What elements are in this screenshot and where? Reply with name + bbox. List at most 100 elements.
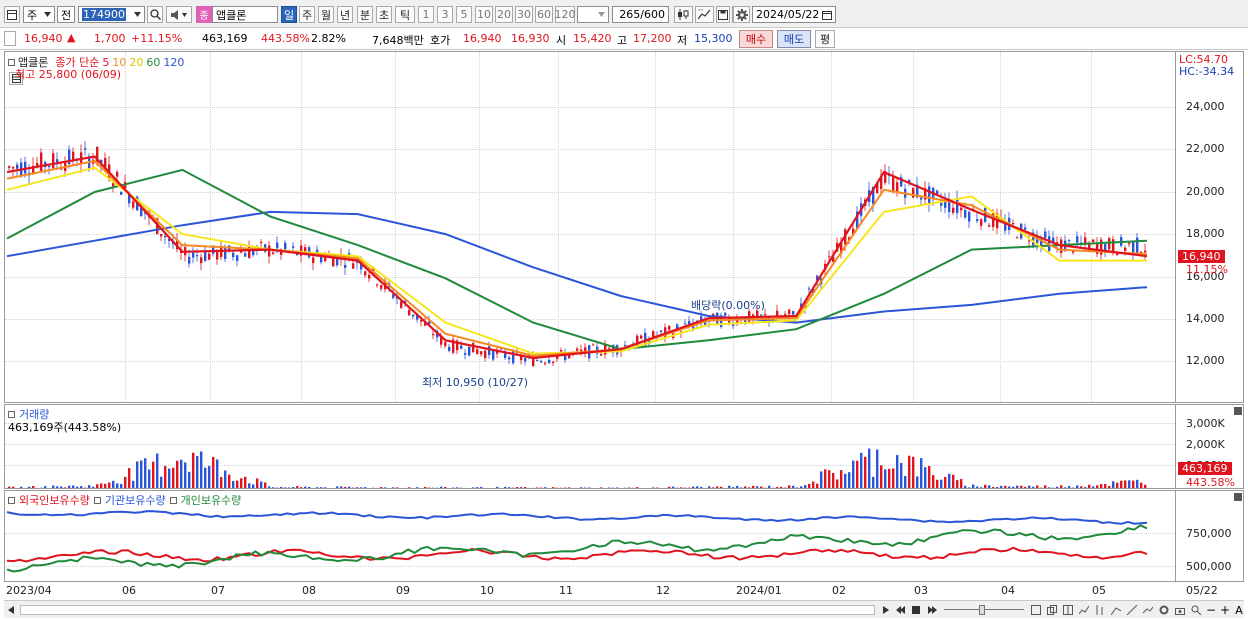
period-unit-value: 주 xyxy=(27,8,38,22)
candle-body xyxy=(140,204,143,217)
volume-bar xyxy=(668,486,671,488)
interval-5-button[interactable]: 5 xyxy=(456,6,472,23)
evaluation-button[interactable]: 평 xyxy=(815,30,835,48)
interval-60-button[interactable]: 60 xyxy=(535,6,553,23)
volume-bar xyxy=(56,486,59,488)
period-month-button[interactable]: 월 xyxy=(318,6,334,23)
sell-button[interactable]: 매도 xyxy=(777,30,811,48)
rewind-icon[interactable] xyxy=(894,604,906,616)
volume-pane[interactable]: 거래량 463,169주(443.58%) xyxy=(4,404,1176,489)
settings-icon[interactable] xyxy=(1158,604,1170,616)
trendline-icon[interactable] xyxy=(695,6,714,23)
interval-120-button[interactable]: 120 xyxy=(554,6,576,23)
compare-icon[interactable] xyxy=(1142,604,1154,616)
volume-bar xyxy=(200,451,203,488)
volume-bar xyxy=(296,486,299,488)
volume-bar xyxy=(76,486,79,488)
settings-gear-icon[interactable] xyxy=(733,6,750,23)
period-second-button[interactable]: 초 xyxy=(376,6,392,23)
candle-body xyxy=(808,288,811,290)
interval-10-button[interactable]: 10 xyxy=(475,6,493,23)
period-day-button[interactable]: 일 xyxy=(281,6,297,23)
volume-bar xyxy=(1040,487,1043,488)
date-picker[interactable]: 2024/05/22 xyxy=(752,6,836,23)
buy-button[interactable]: 매수 xyxy=(739,30,773,48)
fast-forward-icon[interactable] xyxy=(926,604,938,616)
zoom-in-icon[interactable]: + xyxy=(1219,603,1231,617)
quote-bar-handle[interactable] xyxy=(4,31,16,46)
interval-3-button[interactable]: 3 xyxy=(437,6,453,23)
candle-body xyxy=(800,303,803,308)
volume-bar xyxy=(264,482,267,488)
volume-bar xyxy=(528,487,531,488)
interval-30-button[interactable]: 30 xyxy=(515,6,533,23)
stock-code-input[interactable]: 174900 xyxy=(78,6,145,23)
volume-bar xyxy=(152,461,155,488)
volume-current: 463,169주(443.58%) xyxy=(8,421,122,434)
volume-bar xyxy=(332,488,334,489)
period-year-button[interactable]: 년 xyxy=(337,6,353,23)
volume-bar xyxy=(1076,485,1079,488)
chart-scrollbar[interactable]: − + A xyxy=(4,600,1244,618)
grid-view-icon[interactable] xyxy=(1062,604,1074,616)
volume-bar xyxy=(380,487,383,488)
speaker-icon[interactable] xyxy=(166,6,192,23)
y-tick: 16,000 xyxy=(1186,270,1225,283)
volume-bar xyxy=(1028,485,1031,488)
volume-bar xyxy=(940,479,943,488)
scroll-left-icon[interactable] xyxy=(6,604,16,616)
camera-icon[interactable] xyxy=(1174,604,1186,616)
chevron-down-icon xyxy=(134,12,141,17)
candle-body xyxy=(352,263,355,269)
price-chart-pane[interactable]: 앱클론 종가 단순 5 10 20 60 120 최고 25,800 (06/0… xyxy=(4,51,1176,403)
interval-1-button[interactable]: 1 xyxy=(418,6,434,23)
candle-icon[interactable] xyxy=(674,6,693,23)
search-icon[interactable] xyxy=(1190,604,1202,616)
candle-body xyxy=(380,285,383,289)
candle-body xyxy=(692,323,695,330)
period-minute-button[interactable]: 분 xyxy=(357,6,373,23)
indicator-icon[interactable] xyxy=(1094,604,1106,616)
grid-icon[interactable] xyxy=(9,72,23,85)
candle-body xyxy=(940,200,943,206)
volume-bar xyxy=(988,485,991,488)
zoom-slider-thumb[interactable] xyxy=(979,605,985,615)
period-unit-select[interactable]: 주 xyxy=(23,6,55,23)
x-tick: 09 xyxy=(396,584,410,597)
copy-icon[interactable] xyxy=(1046,604,1058,616)
candle-body xyxy=(1092,239,1095,242)
stock-name-field[interactable]: 앱클론 xyxy=(212,6,278,23)
auto-scale-icon[interactable]: A xyxy=(1235,603,1243,617)
candle-body xyxy=(660,330,663,332)
period-tick-button[interactable]: 틱 xyxy=(395,6,415,23)
candle-body xyxy=(176,239,179,250)
stop-icon[interactable] xyxy=(910,604,922,616)
candle-body xyxy=(852,228,855,236)
period-week-button[interactable]: 주 xyxy=(299,6,315,23)
pane-close-icon[interactable] xyxy=(1234,493,1242,501)
scroll-right-icon[interactable] xyxy=(880,604,892,616)
interval-20-button[interactable]: 20 xyxy=(495,6,513,23)
volume-bar xyxy=(1060,485,1063,488)
zoom-out-icon[interactable]: − xyxy=(1205,603,1217,617)
chart-type-icon[interactable] xyxy=(1078,604,1090,616)
candle-body xyxy=(724,312,727,316)
holdings-pane[interactable]: 외국인보유수량 기관보유수량 개인보유수량 xyxy=(4,490,1176,582)
pane-close-icon[interactable] xyxy=(1234,407,1242,415)
data-count-field[interactable]: 265/600 xyxy=(612,6,669,23)
candle-body xyxy=(892,177,895,192)
interval-custom-select[interactable] xyxy=(577,6,609,23)
draw-tool-icon[interactable] xyxy=(1126,604,1138,616)
trend-tool-icon[interactable] xyxy=(1110,604,1122,616)
volume-bar xyxy=(964,485,967,488)
candle-body xyxy=(292,246,295,248)
layout-icon[interactable] xyxy=(1030,604,1042,616)
scroll-track[interactable] xyxy=(20,605,875,615)
volume-bar xyxy=(272,487,275,488)
layout-icon[interactable] xyxy=(4,6,20,23)
volume-bar xyxy=(452,487,455,488)
save-icon[interactable] xyxy=(716,6,730,23)
search-icon[interactable] xyxy=(147,6,163,23)
prev-button[interactable]: 전 xyxy=(57,6,75,23)
volume-bar xyxy=(896,455,899,488)
